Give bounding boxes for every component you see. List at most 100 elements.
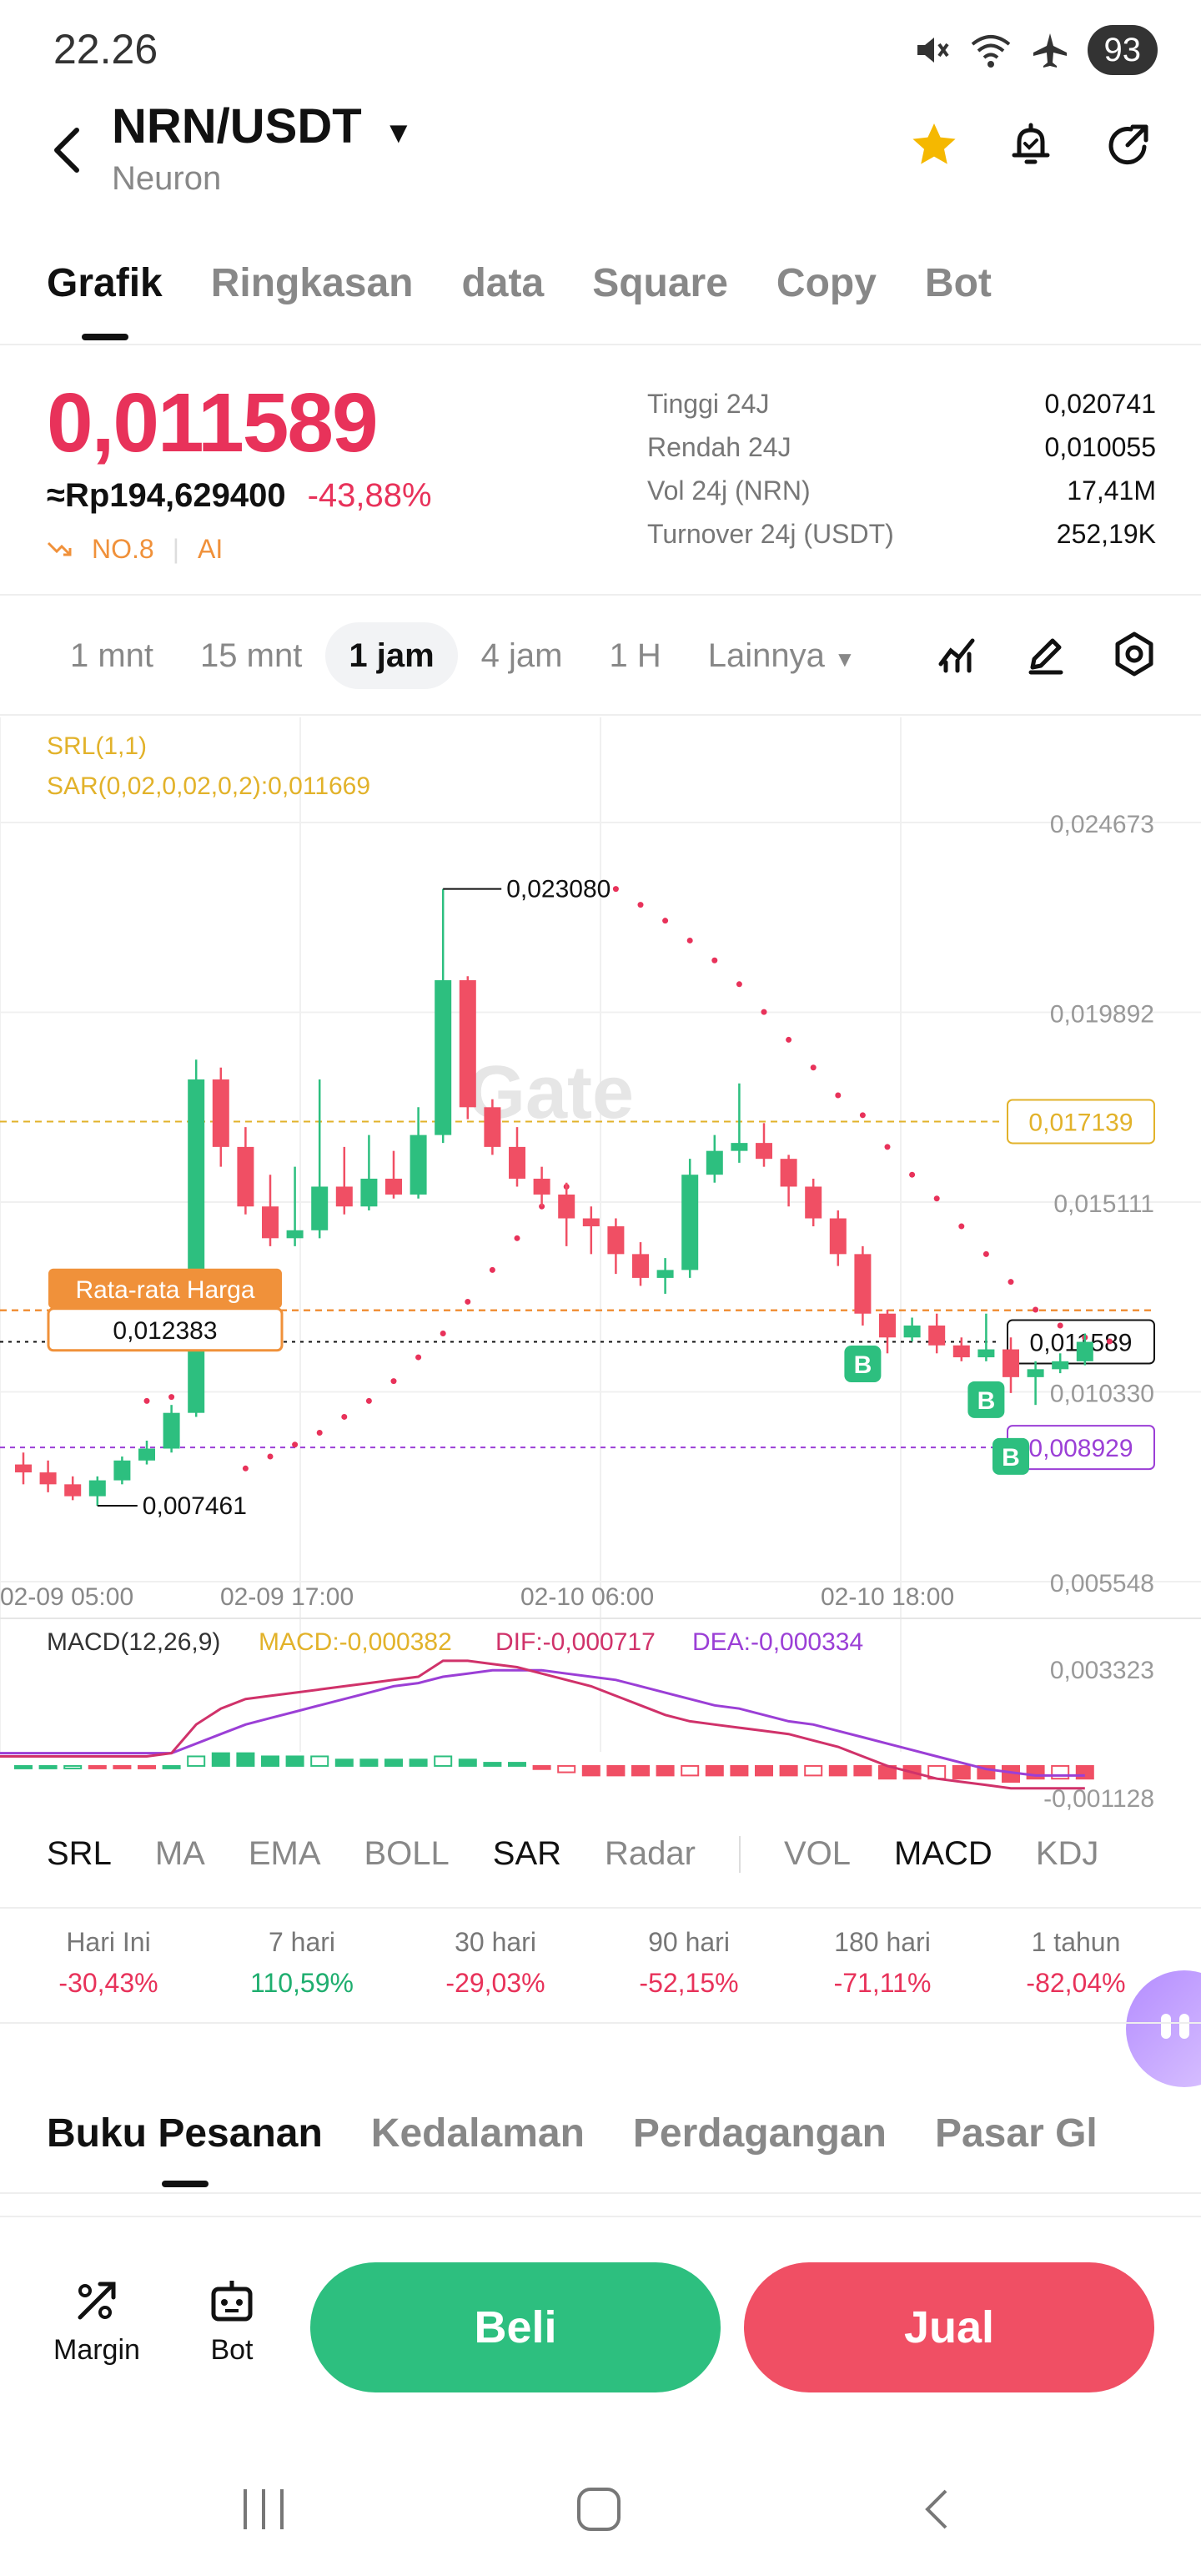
candle-body xyxy=(1052,1361,1069,1370)
candle-body xyxy=(410,1135,427,1195)
sar-dot xyxy=(465,1298,471,1305)
bottom-action-bar: Margin Bot Beli Jual xyxy=(0,2216,1201,2416)
recent-apps-icon[interactable] xyxy=(239,2484,289,2534)
rank-tag[interactable]: NO.8 xyxy=(92,534,154,564)
candle-body xyxy=(558,1194,575,1219)
tab-ringkasan[interactable]: Ringkasan xyxy=(210,261,414,305)
divider xyxy=(0,344,1201,345)
indicator-kdj[interactable]: KDJ xyxy=(1035,1835,1099,1872)
candle-body xyxy=(360,1178,378,1207)
indicator-ma[interactable]: MA xyxy=(154,1835,205,1872)
sar-dot xyxy=(686,937,693,943)
candle-body xyxy=(756,1143,772,1160)
perf-value: -71,11% xyxy=(833,1968,932,1998)
tab-square[interactable]: Square xyxy=(592,261,728,305)
tab-grafik[interactable]: Grafik xyxy=(47,261,163,305)
settings-hex-icon[interactable] xyxy=(1111,631,1158,677)
indicator-ema[interactable]: EMA xyxy=(248,1835,321,1872)
tab-copy[interactable]: Copy xyxy=(776,261,877,305)
perf-30d: 30 hari -29,03% xyxy=(412,1927,579,1999)
stats-24h: Tinggi 24J 0,020741 Rendah 24J 0,010055 Vo… xyxy=(647,389,1156,562)
tab-pasar-global[interactable]: Pasar Gl xyxy=(934,2111,1098,2156)
buy-button[interactable]: Beli xyxy=(310,2262,721,2392)
share-icon[interactable] xyxy=(1101,118,1154,172)
draw-pen-icon[interactable] xyxy=(1023,631,1069,677)
tab-data[interactable]: data xyxy=(461,261,545,305)
ai-tag[interactable]: AI xyxy=(198,534,224,564)
y-tick-label: 0,015111 xyxy=(1053,1190,1154,1218)
divider xyxy=(0,2192,1201,2194)
candle-body xyxy=(113,1460,131,1481)
candle-body xyxy=(385,1178,402,1195)
candle-body xyxy=(829,1218,847,1255)
candle-body xyxy=(286,1230,304,1239)
sar-dot xyxy=(884,1144,891,1150)
candle-body xyxy=(88,1480,106,1497)
candle-body xyxy=(780,1159,797,1187)
interval-more[interactable]: Lainnya ▼ xyxy=(685,637,872,675)
macd-histogram-bar xyxy=(14,1764,33,1769)
interval-1m[interactable]: 1 mnt xyxy=(70,637,154,674)
divider xyxy=(0,594,1201,596)
tab-bot[interactable]: Bot xyxy=(924,261,992,305)
x-tick-label: 02-09 05:00 xyxy=(0,1583,133,1611)
tab-perdagangan[interactable]: Perdagangan xyxy=(632,2111,887,2156)
candle-body xyxy=(39,1472,57,1485)
macd-histogram-bar xyxy=(581,1764,600,1777)
home-icon[interactable] xyxy=(574,2484,624,2534)
candle-body xyxy=(1076,1341,1093,1361)
macd-histogram-bar xyxy=(334,1758,354,1767)
indicator-bar: SRL MA EMA BOLL SAR Radar VOL MACD KDJ xyxy=(47,1835,1142,1873)
candle-body xyxy=(879,1313,896,1338)
indicator-radar[interactable]: Radar xyxy=(605,1835,696,1872)
interval-15m[interactable]: 15 mnt xyxy=(200,637,303,674)
sar-dot xyxy=(168,1394,175,1401)
app-header: NRN/USDT ▼ Neuron xyxy=(0,92,1201,217)
macd-histogram-bar xyxy=(434,1755,453,1767)
buy-marker-label: B xyxy=(977,1387,996,1415)
sar-dot xyxy=(415,1354,422,1361)
macd-histogram-bar xyxy=(236,1752,255,1767)
indicator-icon[interactable] xyxy=(934,631,981,677)
orderbook-tabs: Buku Pesanan Kedalaman Perdagangan Pasar… xyxy=(47,2111,1098,2156)
x-tick-label: 02-09 17:00 xyxy=(220,1583,354,1611)
interval-1h[interactable]: 1 jam xyxy=(325,622,458,689)
perf-value: -29,03% xyxy=(445,1968,545,1998)
indicator-vol[interactable]: VOL xyxy=(784,1835,852,1872)
indicator-macd[interactable]: MACD xyxy=(894,1835,992,1872)
sar-dot xyxy=(736,981,742,988)
performance-row: Hari Ini -30,43% 7 hari 110,59% 30 hari -29… xyxy=(25,1927,1159,1999)
stat-value: 0,020741 xyxy=(1044,389,1156,419)
sar-dot xyxy=(1106,1338,1113,1345)
tab-buku-pesanan[interactable]: Buku Pesanan xyxy=(47,2111,323,2156)
sar-dot xyxy=(143,1397,150,1404)
macd-histogram-bar xyxy=(483,1762,502,1767)
stat-label: Tinggi 24J xyxy=(647,389,770,419)
stat-label: Turnover 24j (USDT) xyxy=(647,519,894,549)
candle-body xyxy=(805,1186,822,1219)
sar-dot xyxy=(761,1009,767,1015)
indicator-boll[interactable]: BOLL xyxy=(364,1835,450,1872)
annotations: B B B 0,023080 0,007461 Rata-rata Harga 0,0123… xyxy=(47,876,1029,1520)
pair-title[interactable]: NRN/USDT xyxy=(112,99,362,153)
macd-histogram-bar xyxy=(63,1764,83,1769)
back-arrow-icon[interactable] xyxy=(43,117,93,184)
price-chart[interactable]: Gate SRL(1,1) SAR(0,02,0,02,0,2):0,01166… xyxy=(0,717,1201,1819)
stat-value: 0,010055 xyxy=(1044,432,1156,462)
macd-histogram-bar xyxy=(557,1764,576,1774)
interval-1d[interactable]: 1 H xyxy=(609,637,661,674)
margin-button[interactable]: Margin xyxy=(53,2276,140,2367)
sar-dot xyxy=(810,1064,817,1071)
sell-button[interactable]: Jual xyxy=(744,2262,1154,2392)
bot-button[interactable]: Bot xyxy=(207,2276,257,2367)
interval-4h[interactable]: 4 jam xyxy=(480,637,563,674)
back-nav-icon[interactable] xyxy=(912,2484,962,2534)
caret-down-icon[interactable]: ▼ xyxy=(384,115,414,149)
tab-kedalaman[interactable]: Kedalaman xyxy=(370,2111,585,2156)
candle-body xyxy=(607,1226,625,1255)
macd-histogram-bar xyxy=(285,1755,304,1767)
bell-icon[interactable] xyxy=(1004,118,1058,172)
star-icon[interactable] xyxy=(907,118,961,172)
indicator-srl[interactable]: SRL xyxy=(47,1835,112,1872)
indicator-sar[interactable]: SAR xyxy=(492,1835,562,1872)
